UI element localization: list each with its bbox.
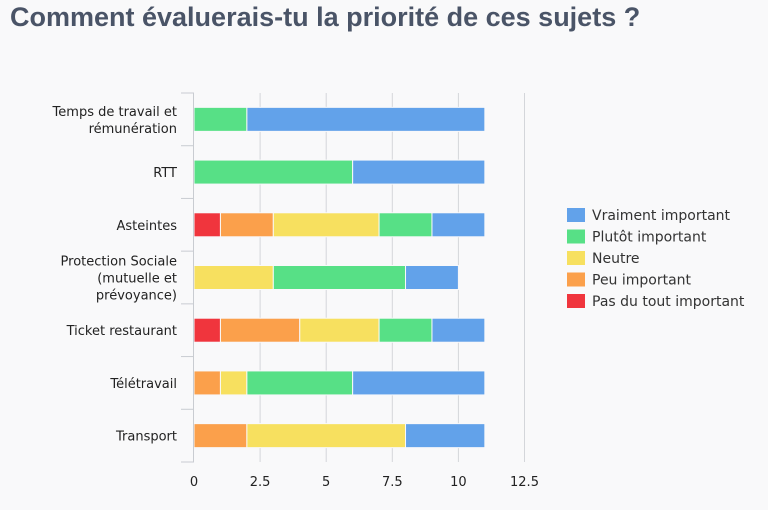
- category-label: (mutuelle et: [97, 272, 177, 287]
- category-label: Transport: [115, 430, 177, 445]
- bar-segment: [193, 159, 354, 185]
- category-label: Asteintes: [117, 219, 178, 234]
- legend-label: Neutre: [592, 251, 640, 267]
- axes: Temps de travail et rémunération RTT Astein…: [52, 92, 539, 490]
- bar-segment: [193, 423, 248, 449]
- bar-segment: [272, 212, 380, 238]
- legend-swatch: [567, 229, 585, 244]
- category-label: Temps de travail et: [52, 105, 177, 120]
- x-tick-label: 2.5: [250, 475, 271, 490]
- bar-segment: [431, 317, 486, 343]
- bar-segment: [219, 317, 301, 343]
- bar-segment: [246, 423, 407, 449]
- bar-segment: [431, 212, 486, 238]
- legend-swatch: [567, 208, 585, 222]
- bar-segment: [193, 317, 221, 343]
- category-label: RTT: [153, 166, 177, 181]
- bars: [193, 106, 486, 449]
- x-tick-label: 5: [322, 475, 330, 490]
- bar-segment: [378, 212, 433, 238]
- bar-segment: [193, 212, 221, 238]
- chart-title: Comment évaluerais-tu la priorité de ces…: [10, 2, 641, 32]
- bar-segment: [246, 370, 354, 396]
- x-tick-label: 10: [450, 475, 467, 490]
- category-label: Protection Sociale: [61, 255, 177, 270]
- legend-swatch: [567, 251, 585, 265]
- category-label: Ticket restaurant: [66, 324, 177, 339]
- legend-label: Pas du tout important: [592, 294, 745, 310]
- bar-segment: [405, 423, 486, 449]
- bar-segment: [272, 265, 407, 290]
- bar-segment: [219, 212, 274, 238]
- category-label: Télétravail: [109, 377, 177, 392]
- legend-label: Peu important: [592, 273, 692, 289]
- bar-segment: [193, 370, 221, 396]
- bar-segment: [352, 159, 486, 185]
- legend: Vraiment important Plutôt important Neutre…: [567, 208, 745, 310]
- bar-segment: [219, 370, 248, 396]
- bar-segment: [352, 370, 486, 396]
- bar-segment: [193, 106, 248, 132]
- x-tick-label: 12.5: [510, 475, 539, 490]
- x-tick-label: 7.5: [382, 475, 403, 490]
- x-tick-label: 0: [190, 475, 198, 490]
- legend-label: Vraiment important: [592, 208, 731, 224]
- category-label: rémunération: [89, 122, 177, 137]
- legend-label: Plutôt important: [592, 230, 707, 246]
- legend-swatch: [567, 272, 585, 287]
- bar-segment: [246, 106, 486, 132]
- legend-swatch: [567, 294, 585, 308]
- bar-segment: [405, 265, 459, 290]
- bar-segment: [299, 317, 380, 343]
- bar-segment: [378, 317, 433, 343]
- category-label: prévoyance): [96, 289, 177, 304]
- bar-segment: [193, 265, 274, 290]
